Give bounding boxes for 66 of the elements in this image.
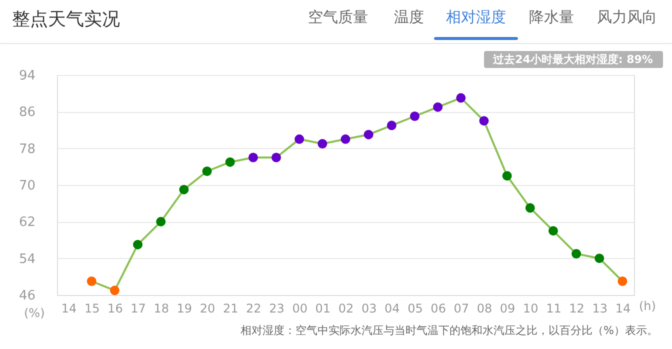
y-tick-label: 94 [18, 68, 36, 84]
x-tick-label: 00 [292, 302, 308, 316]
text: 风力风向 [597, 8, 657, 26]
x-tick-label: 01 [315, 302, 331, 316]
point [479, 116, 489, 126]
x-tick-label: 16 [108, 302, 123, 316]
x-tick-label: 08 [476, 302, 492, 316]
point [248, 152, 258, 162]
x-tick-label: 04 [384, 302, 400, 316]
y-tick-label: 62 [18, 215, 36, 230]
point [318, 139, 328, 148]
y-tick-label: 54 [18, 252, 36, 267]
point [364, 130, 374, 140]
text: 温度 [394, 8, 424, 26]
point [433, 102, 443, 112]
text: 过去24小时最大相对湿度: 89% [492, 53, 653, 66]
point [548, 226, 558, 236]
x-tick-label: 14 [615, 302, 631, 316]
point [456, 93, 466, 103]
x-tick-label: 15 [84, 302, 100, 316]
point [272, 152, 282, 162]
point [618, 276, 628, 286]
x-tick-label: 06 [430, 302, 446, 316]
point [572, 249, 582, 258]
text: 相对湿度：空气中实际水汽压与当时气温下的饱和水汽压之比，以百分比（%）表示。 [240, 324, 658, 337]
x-axis-title: (h) [639, 299, 656, 313]
chart-title: 整点天气实况 [12, 9, 120, 30]
point [340, 134, 350, 144]
point [410, 112, 420, 121]
point [502, 171, 512, 181]
x-tick-label: 07 [454, 302, 470, 316]
text: 降水量 [529, 8, 574, 26]
point [225, 157, 235, 167]
text: 空气质量 [308, 8, 368, 26]
point [110, 286, 120, 296]
x-tick-label: 22 [246, 302, 262, 316]
point [594, 254, 604, 264]
point [133, 240, 143, 250]
x-tick-label: 23 [269, 302, 284, 316]
point [525, 203, 535, 213]
y-tick-label: 86 [18, 105, 36, 120]
point [294, 134, 304, 144]
text: 相对湿度 [446, 8, 506, 26]
point [179, 184, 189, 194]
y-axis-title: (%) [24, 306, 45, 320]
y-tick-label: 78 [18, 142, 36, 157]
point [86, 276, 96, 286]
x-tick-label: 03 [361, 302, 377, 316]
x-tick-label: 09 [500, 302, 516, 316]
x-tick-label: 19 [176, 302, 192, 316]
x-tick-label: 12 [569, 302, 584, 316]
x-tick-label: 10 [523, 302, 538, 316]
point [386, 120, 396, 130]
y-tick-label: 70 [18, 178, 36, 194]
x-tick-label: 18 [154, 302, 169, 316]
x-tick-label: 05 [408, 302, 423, 316]
x-tick-label: 20 [200, 302, 216, 316]
x-tick-label: 11 [546, 302, 562, 316]
x-tick-label: 14 [61, 302, 77, 316]
point [202, 166, 212, 176]
x-tick-label: 13 [592, 302, 608, 316]
x-tick-label: 02 [338, 302, 354, 316]
x-tick-label: 17 [130, 302, 146, 316]
y-tick-label: 46 [18, 288, 36, 304]
x-tick-label: 21 [222, 302, 238, 316]
point [156, 216, 166, 226]
